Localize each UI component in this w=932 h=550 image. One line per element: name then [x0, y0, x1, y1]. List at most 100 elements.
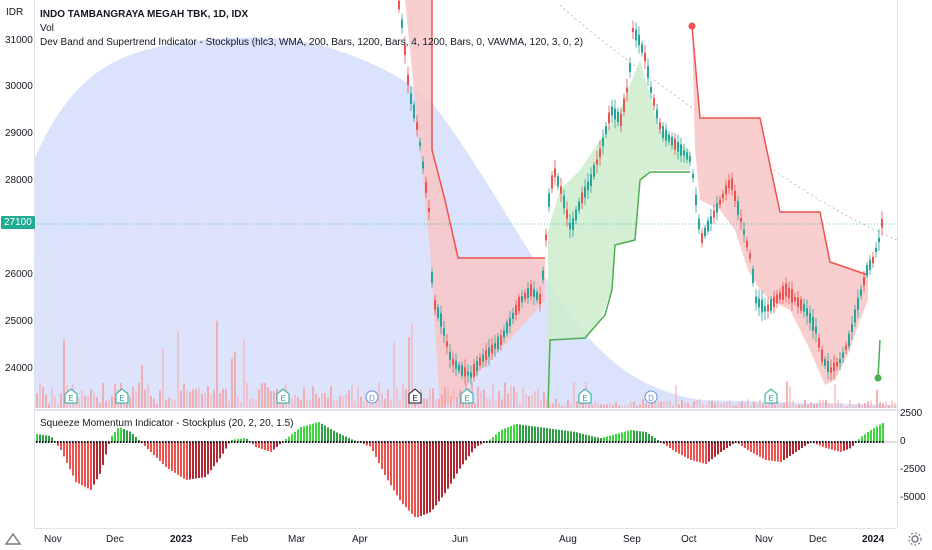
squeeze-dot: [90, 441, 92, 443]
earnings-marker[interactable]: [64, 388, 78, 404]
indicator-legend[interactable]: Dev Band and Supertrend Indicator - Stoc…: [40, 37, 584, 48]
gear-icon[interactable]: [907, 531, 923, 547]
earnings-marker[interactable]: [115, 388, 129, 404]
squeeze-dot: [453, 441, 455, 443]
momentum-bar: [783, 442, 785, 460]
price-axis[interactable]: [0, 0, 35, 528]
earnings-marker[interactable]: [460, 388, 474, 404]
chart-legend[interactable]: INDO TAMBANGRAYA MEGAH TBK, 1D, IDX Vol …: [40, 8, 583, 50]
momentum-bar: [552, 428, 554, 442]
momentum-bar: [174, 442, 176, 473]
volume-legend[interactable]: Vol: [40, 23, 54, 34]
candle-body: [590, 174, 592, 186]
volume-bar: [741, 401, 743, 408]
symbol-title[interactable]: INDO TAMBANGRAYA MEGAH TBK, 1D, IDX: [40, 9, 249, 20]
squeeze-dot: [603, 441, 605, 443]
momentum-bar: [693, 442, 695, 461]
candle-body: [770, 299, 772, 311]
volume-bar: [132, 387, 134, 408]
oscillator-axis[interactable]: [897, 0, 932, 528]
momentum-bar: [369, 442, 371, 447]
candle-body: [551, 175, 553, 189]
volume-bar: [369, 400, 371, 408]
squeeze-dot: [414, 441, 416, 443]
momentum-bar: [669, 442, 671, 448]
volume-bar: [657, 401, 659, 408]
momentum-bar: [132, 434, 134, 442]
momentum-bar: [600, 438, 602, 442]
volume-bar: [630, 401, 632, 408]
squeeze-dot: [684, 441, 686, 443]
momentum-bar: [666, 442, 668, 446]
volume-bar: [477, 386, 479, 408]
squeeze-dot: [777, 441, 779, 443]
volume-bar: [882, 403, 884, 408]
squeeze-dot: [552, 441, 554, 443]
squeeze-dot: [393, 441, 395, 443]
momentum-bar: [432, 442, 434, 510]
dividend-marker[interactable]: [365, 390, 379, 404]
momentum-bar: [222, 442, 224, 454]
candle-body: [575, 209, 577, 221]
squeeze-dot: [237, 441, 239, 443]
volume-bar: [684, 402, 686, 408]
volume-bar: [663, 401, 665, 408]
candle-body: [878, 237, 880, 243]
momentum-bar: [408, 442, 410, 511]
candle-body: [512, 312, 514, 320]
oscillator-legend[interactable]: Squeeze Momentum Indicator - Stockplus (…: [40, 418, 294, 429]
squeeze-dot: [822, 441, 824, 443]
squeeze-dot: [186, 441, 188, 443]
volume-bar: [648, 404, 650, 408]
momentum-bar: [177, 442, 179, 475]
momentum-bar: [498, 431, 500, 442]
squeeze-dot: [105, 441, 107, 443]
squeeze-dot: [558, 441, 560, 443]
volume-bar: [717, 401, 719, 408]
momentum-bar: [159, 442, 161, 461]
candle-body: [758, 298, 760, 308]
squeeze-momentum-histogram[interactable]: [36, 422, 884, 518]
candles[interactable]: [398, 0, 883, 385]
volume-bar: [570, 402, 572, 408]
time-axis[interactable]: Nov Dec 2023 Feb Mar Apr Jun Aug Sep Oct Nov Dec 202…: [34, 528, 897, 550]
volume-bar: [519, 402, 521, 408]
volume-bar: [267, 387, 269, 408]
squeeze-dot: [87, 441, 89, 443]
squeeze-dot: [372, 441, 374, 443]
momentum-bar: [405, 442, 407, 508]
candle-body: [617, 111, 619, 123]
momentum-bar: [273, 442, 275, 450]
volume-bar: [483, 389, 485, 408]
pane-separator[interactable]: [34, 409, 897, 411]
supertrend-flip-marker[interactable]: [688, 22, 696, 30]
event-marker-label: E: [412, 394, 417, 403]
momentum-bar: [123, 429, 125, 442]
earnings-marker[interactable]: [276, 388, 290, 404]
squeeze-dot: [96, 441, 98, 443]
time-tick-label: Nov: [755, 534, 773, 545]
squeeze-dot: [711, 441, 713, 443]
volume-bar: [708, 400, 710, 408]
momentum-bar: [96, 442, 98, 480]
earnings-marker[interactable]: [764, 388, 778, 404]
volume-bar: [51, 388, 53, 408]
squeeze-dot: [357, 441, 359, 443]
squeeze-dot: [600, 441, 602, 443]
squeeze-dot: [768, 441, 770, 443]
candle-body: [641, 44, 643, 53]
time-tick-label: Dec: [809, 534, 827, 545]
squeeze-dot: [333, 441, 335, 443]
squeeze-dot: [798, 441, 800, 443]
momentum-bar: [396, 442, 398, 496]
momentum-bar: [201, 442, 203, 478]
volume-bar: [330, 386, 332, 408]
earnings-marker[interactable]: [408, 388, 422, 404]
tradingview-logo-icon[interactable]: [4, 531, 22, 547]
earnings-marker[interactable]: [578, 388, 592, 404]
dividend-marker[interactable]: [644, 390, 658, 404]
squeeze-dot: [813, 441, 815, 443]
squeeze-dot: [396, 441, 398, 443]
